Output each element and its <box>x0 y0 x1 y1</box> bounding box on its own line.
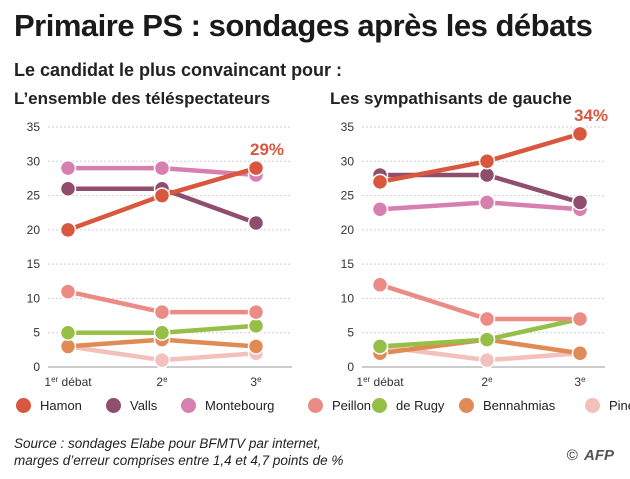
data-point-bennahmias <box>247 338 265 355</box>
legend-swatch <box>459 398 474 413</box>
y-tick-label: 15 <box>27 257 41 271</box>
data-point-pinel <box>478 351 496 369</box>
data-point-montebourg <box>153 159 171 177</box>
data-point-peillon <box>59 283 77 300</box>
y-tick-label: 10 <box>341 291 355 305</box>
y-tick-label: 30 <box>341 154 355 168</box>
x-tick-label: 2e <box>481 375 493 390</box>
data-point-hamon <box>478 153 496 170</box>
copyright-symbol: © <box>566 447 578 464</box>
data-point-montebourg <box>59 159 77 177</box>
legend-swatch <box>16 398 31 413</box>
legend-label: Montebourg <box>205 398 275 413</box>
data-point-pinel <box>153 351 171 369</box>
data-point-bennahmias <box>59 338 77 355</box>
page-subtitle: Le candidat le plus convaincant pour : <box>14 60 343 80</box>
data-point-hamon <box>571 125 589 143</box>
y-tick-label: 5 <box>347 326 354 340</box>
legend-label: Pinel <box>609 398 630 413</box>
page-title: Primaire PS : sondages après les débats <box>14 8 593 43</box>
legend-swatch <box>106 398 121 413</box>
legend-swatch <box>585 398 600 413</box>
y-tick-label: 0 <box>33 360 40 374</box>
legend-label: de Rugy <box>396 398 445 413</box>
data-point-de-rugy <box>478 331 496 348</box>
data-point-hamon <box>153 187 171 204</box>
legend-label: Bennahmias <box>483 398 556 413</box>
legend-swatch <box>372 398 387 413</box>
value-annotation: 29% <box>250 140 284 159</box>
data-point-montebourg <box>478 194 496 211</box>
data-point-peillon <box>571 310 589 328</box>
x-tick-label: 1er débat <box>356 375 404 390</box>
legend: Hamon Valls Montebourg Peillon de Rugy Bennah… <box>0 398 630 422</box>
data-point-valls <box>59 180 77 197</box>
data-point-de-rugy <box>247 317 265 335</box>
legend-item-montebourg: Montebourg <box>181 398 274 413</box>
legend-label: Hamon <box>40 398 82 413</box>
panel-title-all-viewers: L’ensemble des téléspectateurs <box>14 89 271 108</box>
data-point-hamon <box>247 159 265 177</box>
y-tick-label: 30 <box>27 154 41 168</box>
source-note: Source : sondages Elabe pour BFMTV par i… <box>14 435 343 469</box>
x-tick-label: 3e <box>250 375 262 390</box>
data-point-de-rugy <box>153 324 171 341</box>
data-point-bennahmias <box>571 345 589 362</box>
data-point-de-rugy <box>371 338 389 355</box>
y-tick-label: 25 <box>341 189 355 203</box>
legend-item-de-rugy: de Rugy <box>372 398 444 413</box>
y-tick-label: 5 <box>33 326 40 340</box>
legend-item-pinel: Pinel <box>585 398 630 413</box>
legend-item-bennahmias: Bennahmias <box>459 398 555 413</box>
y-tick-label: 25 <box>27 189 41 203</box>
data-point-montebourg <box>371 201 389 218</box>
y-tick-label: 35 <box>341 120 355 134</box>
data-point-peillon <box>153 303 171 321</box>
data-point-peillon <box>247 303 265 321</box>
y-tick-label: 20 <box>27 223 41 237</box>
data-point-peillon <box>371 276 389 293</box>
y-tick-label: 10 <box>27 291 41 305</box>
charts-canvas: 0 5 10 15 20 25 30 35 1er débat 2e 3e 29% 0 5 10 15 20 25… <box>27 106 608 389</box>
x-tick-label: 1er débat <box>44 375 92 390</box>
data-point-valls <box>247 214 265 232</box>
legend-swatch <box>181 398 196 413</box>
x-tick-label: 2e <box>156 375 168 390</box>
data-point-hamon <box>371 173 389 191</box>
legend-item-valls: Valls <box>106 398 157 413</box>
series-line-peillon <box>377 282 583 322</box>
legend-label: Peillon <box>332 398 372 413</box>
data-point-peillon <box>478 310 496 328</box>
panel-title-left-sympathizers: Les sympathisants de gauche <box>330 89 572 108</box>
chart-panel-0: 0 5 10 15 20 25 30 35 1er débat 2e 3e 29% <box>27 120 292 389</box>
data-point-valls <box>478 166 496 184</box>
legend-item-peillon: Peillon <box>308 398 371 413</box>
data-point-de-rugy <box>59 324 77 341</box>
source-line-1: Source : sondages Elabe pour BFMTV par i… <box>14 436 321 451</box>
y-tick-label: 20 <box>341 223 355 237</box>
data-point-hamon <box>59 221 77 239</box>
data-point-valls <box>571 194 589 211</box>
y-tick-label: 15 <box>341 257 355 271</box>
x-tick-label: 3e <box>574 375 586 390</box>
afp-logo: AFP <box>584 447 614 464</box>
y-tick-label: 0 <box>347 360 354 374</box>
legend-swatch <box>308 398 323 413</box>
afp-credit: © AFP <box>567 447 614 464</box>
value-annotation: 34% <box>574 106 608 125</box>
chart-panel-1: 0 5 10 15 20 25 30 35 1er débat 2e 3e 34% <box>341 106 608 389</box>
y-tick-label: 35 <box>27 120 41 134</box>
source-line-2: marges d’erreur comprises entre 1,4 et 4… <box>14 453 344 468</box>
legend-item-hamon: Hamon <box>16 398 82 413</box>
legend-label: Valls <box>130 398 158 413</box>
